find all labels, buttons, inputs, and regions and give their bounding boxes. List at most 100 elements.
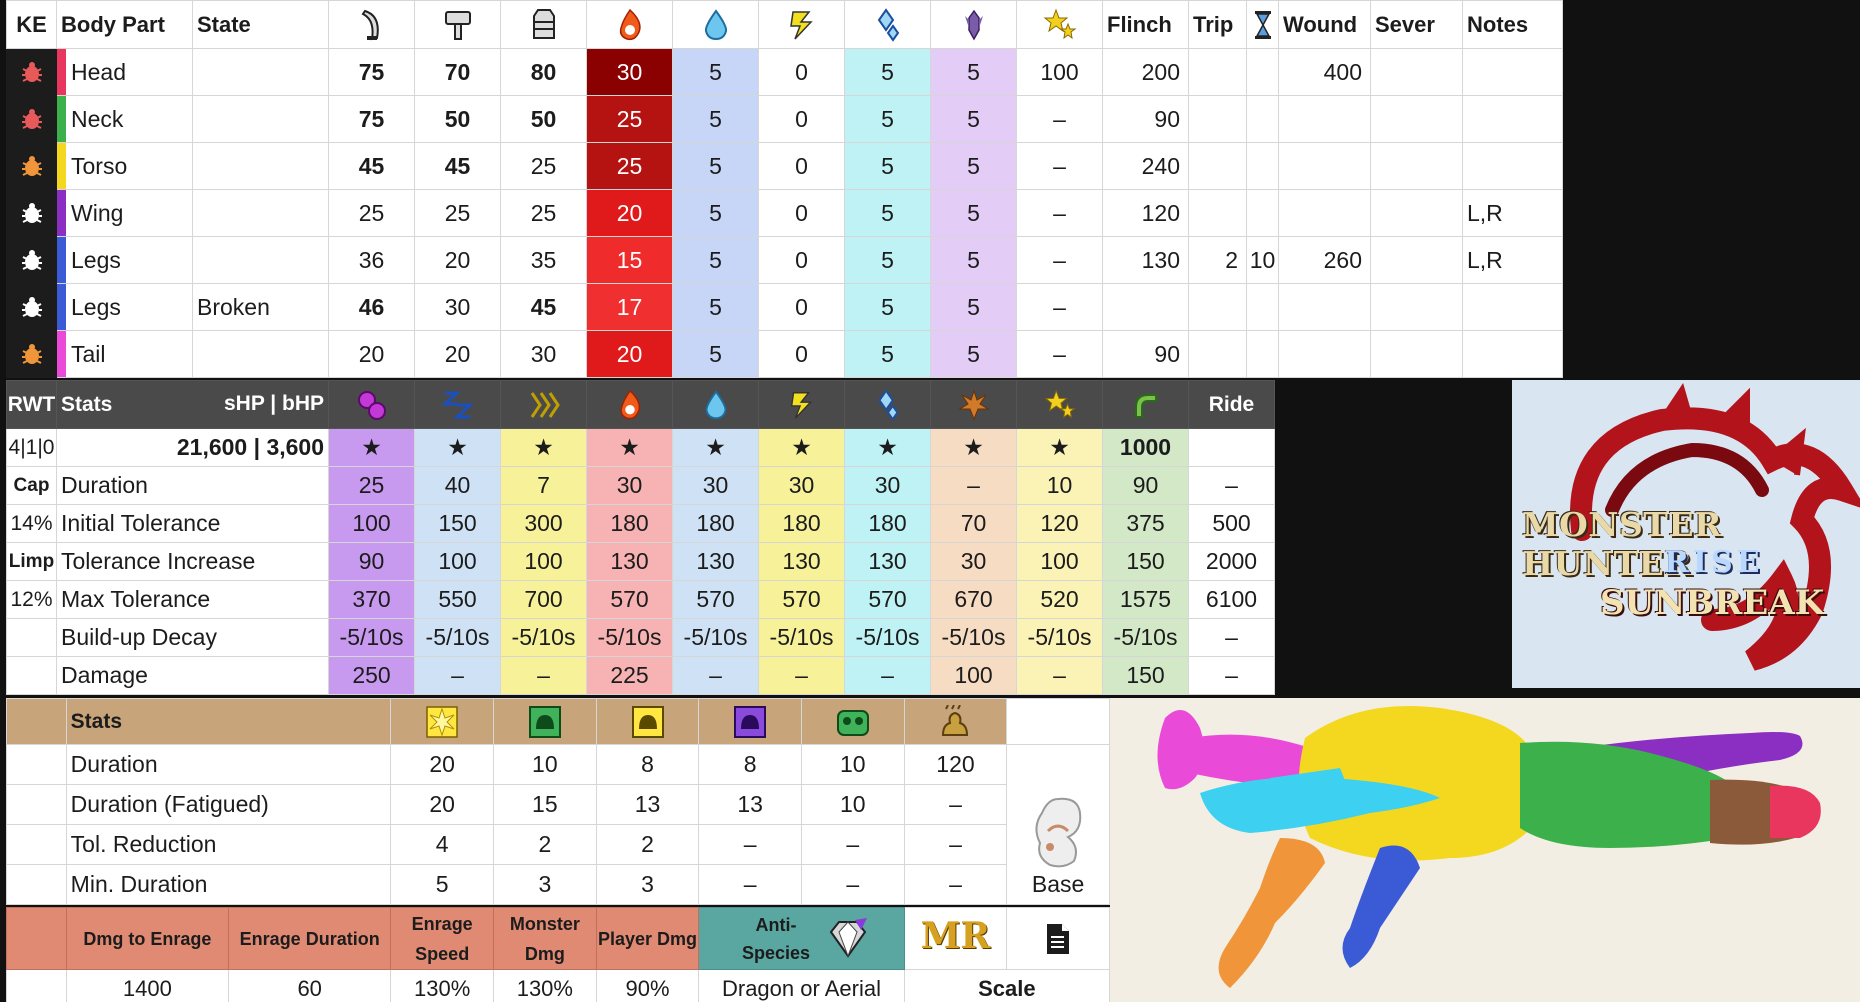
enrage-table: Dmg to Enrage Enrage Duration Enrage Spe…	[6, 907, 1111, 1002]
flinch-value: 200	[1102, 48, 1189, 96]
sever-value	[1370, 142, 1463, 190]
status-value: -5/10s	[1016, 618, 1103, 657]
status-side-label: Limp	[6, 542, 57, 581]
part-color-bar	[57, 143, 66, 189]
hourglass-icon	[1246, 0, 1279, 49]
base-monster-icon	[1035, 797, 1082, 868]
body-part-header: Body Part	[56, 0, 193, 49]
bowgun-icon	[500, 0, 587, 49]
timer-value	[1246, 95, 1279, 143]
trap-value: –	[903, 784, 1008, 825]
dung-bomb-icon	[903, 698, 1008, 745]
flash-trap-icon	[390, 698, 495, 745]
ice-value: 5	[844, 95, 931, 143]
shot-value: 50	[500, 95, 587, 143]
status-value: 250	[328, 656, 415, 695]
wound-value	[1278, 283, 1371, 331]
cut-value: 46	[328, 283, 415, 331]
ke-bug-icon	[6, 48, 57, 96]
enrage-duration-header: Enrage Duration	[228, 907, 392, 970]
wound-value: 260	[1278, 236, 1371, 284]
enrage-values-row: 1400 60 130% 130% 90% Dragon or Aerial S…	[6, 969, 1111, 1002]
dmg-to-enrage-header: Dmg to Enrage	[65, 907, 230, 970]
status-row-label: Tolerance Increase	[56, 542, 329, 581]
ice-value: 5	[844, 330, 931, 378]
status-value: –	[500, 656, 587, 695]
cut-value: 20	[328, 330, 415, 378]
trap-value: 5	[390, 864, 495, 905]
ke-bug-icon	[6, 236, 57, 284]
trap-row: Min. Duration 5 3 3– – –	[6, 864, 1110, 905]
status-value: 130	[844, 542, 931, 581]
base-label: Base	[1031, 871, 1085, 897]
ice-icon-status	[844, 380, 931, 429]
monster-dmg-header: Monster Dmg	[493, 907, 597, 970]
wound-value	[1278, 189, 1371, 237]
stun-value: –	[1016, 283, 1103, 331]
stun-icon-status	[1016, 380, 1103, 429]
water-value: 5	[672, 283, 759, 331]
sever-value	[1370, 283, 1463, 331]
blunt-value: 70	[414, 48, 501, 96]
status-value: –	[1016, 656, 1103, 695]
shot-value: 45	[500, 283, 587, 331]
body-part-name: Neck	[71, 105, 124, 132]
trap-row-side	[6, 784, 67, 825]
status-row: 12% Max Tolerance 370 550 700 570 570 570 570 670…	[6, 580, 1275, 619]
trap-value: 15	[493, 784, 597, 825]
wound-value	[1278, 142, 1371, 190]
enrage-speed-header: Enrage Speed	[390, 907, 495, 970]
status-value: -5/10s	[328, 618, 415, 657]
mr-label: MR	[920, 914, 991, 957]
status-value: 670	[930, 580, 1017, 619]
monster-dmg-value: 130%	[493, 969, 597, 1002]
status-row-label: Max Tolerance	[56, 580, 329, 619]
timer-value	[1246, 48, 1279, 96]
paralysis-icon	[500, 380, 587, 429]
shot-value: 80	[500, 48, 587, 96]
sever-value	[1370, 189, 1463, 237]
monster-silhouette	[1157, 706, 1821, 988]
fire-value: 25	[586, 142, 673, 190]
state-cell	[192, 189, 329, 237]
state-cell	[192, 95, 329, 143]
trap-row: Tol. Reduction 4 2 2– – –	[6, 824, 1110, 865]
notes-header: Notes	[1462, 0, 1563, 49]
ride-value: 6100	[1188, 580, 1275, 619]
stun-value: –	[1016, 236, 1103, 284]
state-cell: Broken	[192, 283, 329, 331]
sever-icon	[328, 0, 415, 49]
trip-value	[1188, 142, 1247, 190]
hitzone-table: KE Body Part State Flinch Trip	[6, 0, 1563, 378]
status-value: –	[844, 656, 931, 695]
body-part-cell: Head	[56, 48, 193, 96]
logo-dragon-art	[1570, 382, 1860, 671]
status-row-label: Damage	[56, 656, 329, 695]
status-value: 375	[1102, 504, 1189, 543]
document-icon[interactable]	[1006, 907, 1110, 970]
dragon-value: 5	[930, 236, 1017, 284]
trap-item-table: Stats Duration 20 10 8 8 10 120 Base Duration (F…	[6, 698, 1110, 905]
trap-value: –	[800, 824, 905, 865]
trip-header: Trip	[1188, 0, 1247, 49]
trap-value: 10	[800, 784, 905, 825]
status-side-label: Cap	[6, 466, 57, 505]
stun-value: –	[1016, 189, 1103, 237]
notes-value	[1462, 48, 1563, 96]
status-side-label	[6, 656, 57, 695]
blunt-value: 20	[414, 236, 501, 284]
water-icon-status	[672, 380, 759, 429]
status-value: 30	[672, 466, 759, 505]
wound-header: Wound	[1278, 0, 1371, 49]
status-star: ★	[586, 428, 673, 467]
status-value: -5/10s	[414, 618, 501, 657]
part-color-bar	[57, 190, 66, 236]
status-value: 120	[1016, 504, 1103, 543]
status-value: 100	[500, 542, 587, 581]
status-value: 570	[758, 580, 845, 619]
status-value: –	[758, 656, 845, 695]
part-color-bar	[57, 49, 66, 95]
status-value: -5/10s	[844, 618, 931, 657]
part-color-bar	[57, 284, 66, 330]
status-header-row: RWT Stats sHP | bHP Ride	[6, 380, 1275, 429]
